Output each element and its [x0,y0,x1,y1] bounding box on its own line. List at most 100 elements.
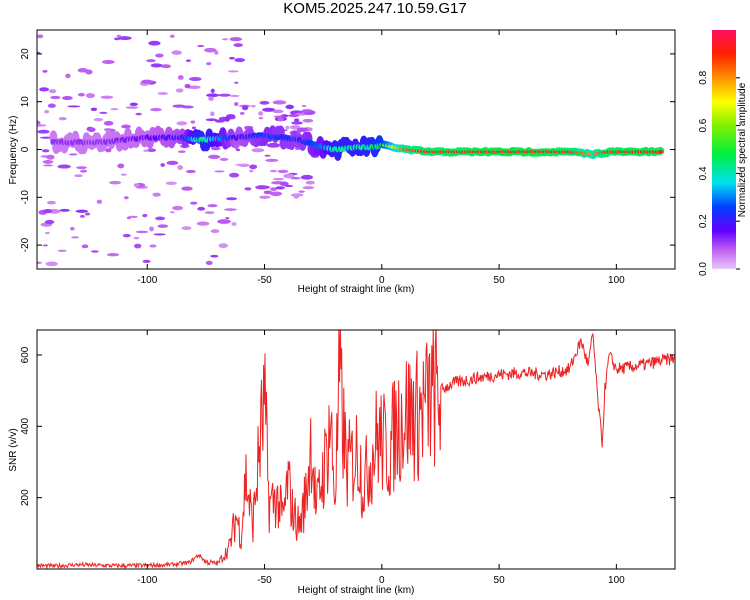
spectrogram-noise-cell [99,111,108,115]
spectrogram-noise-cell [197,206,206,211]
spectrogram-noise-cell [106,253,120,257]
spectrogram-noise-cell [228,70,239,73]
spectrogram-noise-cell [135,112,142,116]
spectrogram-noise-cell [149,226,154,232]
snr-y-tick-label: 400 [20,418,31,435]
spectrogram-noise-cell [249,169,254,173]
spectrogram-noise-cell [298,190,305,193]
colorbar: 0.0 0.2 0.4 0.6 0.8 Normalized spectral ampl… [698,30,748,276]
colorbar-tick-label: 0.0 [698,262,709,276]
spectrogram-noise-cell [177,165,184,170]
spectrogram-noise-cell [234,81,239,84]
spectrogram-noise-cell [150,63,163,68]
spectrogram-noise-cell [47,103,56,108]
spectrogram-x-tick-label: 0 [379,275,385,286]
spectrogram-heatmap [37,34,665,267]
spectrogram-noise-cell [117,163,125,169]
spectrogram-noise-cell [207,204,218,208]
spectrogram-noise-cell [57,164,71,169]
spectrogram-noise-cell [205,118,218,122]
spectrogram-noise-cell [208,96,214,101]
spectrogram-noise-cell [61,96,73,101]
snr-x-ticks: -100 -50 0 50 100 [137,330,625,586]
colorbar-ticks: 0.0 0.2 0.4 0.6 0.8 [698,70,740,276]
spectrogram-noise-cell [301,109,313,113]
spectrogram-noise-cell [296,127,309,132]
spectrogram-noise-cell [37,124,47,127]
spectrogram-noise-cell [210,229,220,234]
spectrogram-noise-cell [229,37,243,42]
spectrogram-noise-cell [59,208,70,212]
spectrogram-noise-cell [262,107,276,112]
snr-frame [36,329,676,570]
spectrogram-noise-cell [256,185,271,190]
colorbar-tick-label: 0.2 [698,214,709,228]
spectrogram-noise-cell [160,163,165,167]
spectrogram-noise-cell [206,61,212,66]
spectrogram-noise-cell [37,129,50,134]
spectrogram-noise-cell [42,244,48,247]
spectrogram-noise-cell [233,102,239,107]
spectrogram-noise-cell [42,69,48,73]
spectrogram-noise-cell [251,148,265,153]
spectrogram-noise-cell [235,163,248,166]
spectrogram-noise-cell [301,104,307,108]
spectrogram-noise-cell [155,53,164,58]
spectrogram-noise-cell [123,196,129,200]
spectrogram-noise-cell [283,173,295,179]
spectrogram-noise-cell [190,120,196,124]
spectrogram-noise-cell [239,111,245,115]
spectrogram-noise-cell [177,150,186,153]
spectrogram-noise-cell [196,221,210,226]
spectrogram-noise-cell [105,148,112,153]
spectrogram-noise-cell [43,208,53,214]
spectrogram-noise-cell [244,187,252,191]
spectrogram-y-ticks: -20 -10 0 10 20 [20,48,675,252]
spectrogram-noise-cell [165,181,177,186]
colorbar-tick-label: 0.6 [698,118,709,132]
colorbar-gradient [712,30,736,269]
snr-y-label: SNR (v/v) [8,428,19,471]
spectrogram-noise-cell [67,105,81,108]
snr-y-tick-label: 600 [20,346,31,363]
spectrogram-noise-cell [37,34,44,39]
spectrogram-noise-cell [217,219,231,224]
spectrogram-noise-cell [45,261,58,267]
spectrogram-noise-cell [272,109,284,114]
spectrogram-noise-cell [277,117,284,122]
spectrogram-noise-cell [57,249,67,252]
spectrogram-noise-cell [110,108,119,111]
spectrogram-x-tick-label: 50 [494,275,506,286]
spectrogram-noise-cell [259,100,270,105]
spectrogram-noise-cell [133,236,140,240]
snr-x-tick-label: 50 [494,575,506,586]
spectrogram-noise-cell [270,187,278,192]
spectrogram-noise-cell [218,93,231,97]
spectrogram-noise-cell [210,111,215,117]
colorbar-label: Normalized spectral amplitude [737,82,748,217]
spectrogram-noise-cell [74,174,83,178]
spectrogram-noise-cell [37,261,43,264]
spectrogram-noise-cell [229,172,240,178]
spectrogram-noise-cell [58,117,67,121]
spectrogram-noise-cell [109,180,122,185]
spectrogram-noise-cell [157,224,169,228]
spectrogram-noise-cell [90,107,98,112]
spectrogram-noise-cell [177,75,184,80]
spectrogram-y-tick-label: 0 [20,146,31,152]
spectrogram-noise-cell [117,36,132,41]
spectrogram-noise-cell [234,58,246,63]
spectrogram-noise-cell [77,92,86,97]
spectrogram-noise-cell [294,147,301,150]
spectrogram-noise-cell [219,157,229,161]
spectrogram-noise-cell [85,93,95,99]
spectrogram-noise-cell [258,111,264,116]
spectrogram-noise-cell [65,73,71,79]
spectrogram-noise-cell [208,154,221,159]
spectrogram-noise-cell [120,173,127,176]
spectrogram-noise-cell [166,160,179,165]
spectrogram-y-tick-label: -10 [20,190,31,205]
spectrogram-noise-cell [143,149,149,152]
